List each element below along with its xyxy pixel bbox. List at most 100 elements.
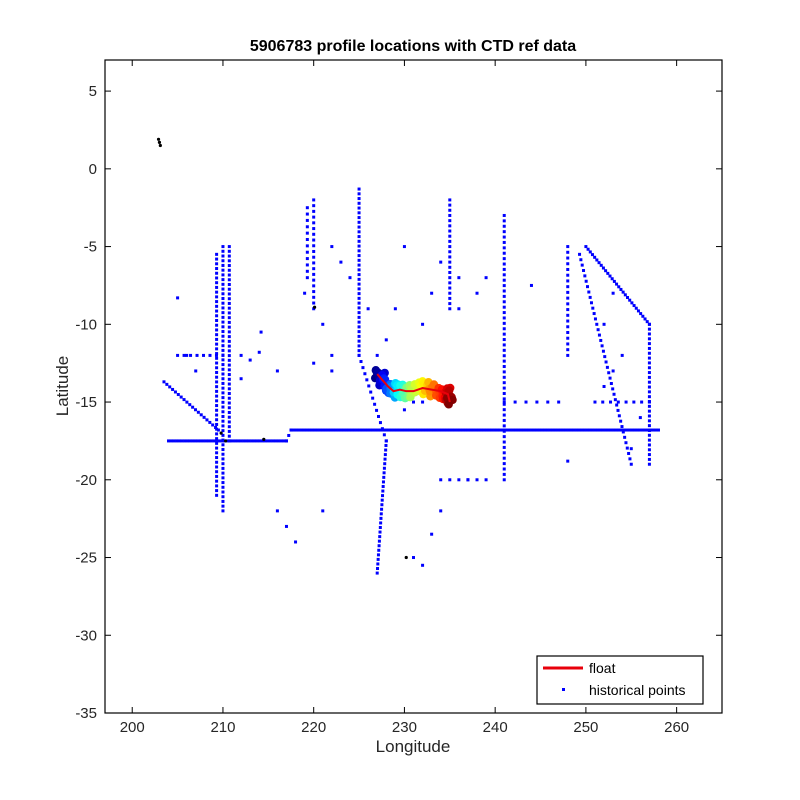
historical-point [227, 320, 231, 324]
historical-point [366, 307, 370, 311]
historical-point [402, 408, 406, 412]
historical-point [611, 291, 615, 295]
historical-point [612, 428, 616, 432]
historical-point [613, 398, 617, 402]
historical-point [615, 403, 619, 407]
historical-point [221, 438, 225, 442]
historical-point [490, 428, 494, 432]
historical-point [384, 443, 388, 447]
black-marker-point [404, 555, 408, 560]
historical-point [477, 428, 481, 432]
historical-point [189, 353, 193, 357]
historical-point [383, 457, 387, 461]
historical-point [448, 198, 452, 202]
historical-point [448, 208, 452, 212]
historical-point [212, 439, 216, 443]
historical-point [502, 267, 506, 271]
historical-point [215, 318, 219, 322]
historical-point [193, 408, 197, 412]
historical-point [227, 301, 231, 305]
historical-point [227, 396, 231, 400]
historical-point [215, 404, 219, 408]
historical-point [584, 245, 588, 249]
historical-point [167, 439, 171, 443]
historical-point [361, 366, 365, 370]
historical-point [312, 204, 316, 208]
historical-point [395, 428, 399, 432]
historical-point [357, 311, 361, 315]
historical-point [429, 428, 433, 432]
historical-point [647, 346, 651, 350]
historical-point [221, 433, 225, 437]
historical-point [546, 400, 550, 404]
historical-point [448, 260, 452, 264]
historical-point [227, 410, 231, 414]
historical-point [227, 377, 231, 381]
historical-point [580, 263, 584, 267]
historical-point [638, 416, 642, 420]
historical-point [378, 421, 382, 425]
historical-point [647, 395, 651, 399]
historical-point [647, 342, 651, 346]
historical-point [485, 428, 489, 432]
historical-point [215, 399, 219, 403]
historical-point [502, 289, 506, 293]
historical-point [358, 428, 362, 432]
historical-point [357, 315, 361, 319]
historical-point [357, 197, 361, 201]
historical-point [375, 571, 379, 575]
plot-frame [104, 59, 723, 714]
historical-point [339, 260, 343, 264]
historical-point [639, 312, 643, 316]
historical-point [305, 218, 309, 222]
historical-point [312, 238, 316, 242]
historical-point [208, 353, 212, 357]
historical-point [357, 287, 361, 291]
historical-point [502, 316, 506, 320]
historical-point [215, 408, 219, 412]
historical-point [215, 314, 219, 318]
historical-point [221, 452, 225, 456]
legend-historical-label: historical points [589, 682, 686, 698]
historical-point [357, 216, 361, 220]
historical-point [227, 363, 231, 367]
historical-point [519, 428, 523, 432]
historical-point [347, 428, 351, 432]
historical-point [376, 553, 380, 557]
historical-point [312, 284, 316, 288]
historical-point [239, 377, 243, 381]
historical-point [623, 435, 627, 439]
historical-point [457, 276, 461, 280]
historical-point [628, 298, 632, 302]
historical-point [502, 338, 506, 342]
y-tick-label: -15 [75, 394, 97, 411]
historical-point [221, 462, 225, 466]
historical-point [382, 475, 386, 479]
historical-point [381, 484, 385, 488]
historical-point [357, 292, 361, 296]
historical-point [387, 428, 391, 432]
historical-point [647, 462, 651, 466]
historical-point [564, 428, 568, 432]
black-marker-point [156, 137, 161, 141]
historical-point [502, 251, 506, 255]
historical-point [627, 451, 631, 455]
historical-point [630, 428, 634, 432]
historical-point [321, 322, 325, 326]
historical-point [416, 428, 420, 432]
historical-point [305, 225, 309, 229]
historical-point [312, 361, 316, 365]
historical-point [172, 439, 176, 443]
historical-point [357, 258, 361, 262]
historical-point [312, 209, 316, 213]
historical-point [604, 428, 608, 432]
historical-point [627, 428, 631, 432]
historical-point [511, 428, 515, 432]
historical-point [185, 400, 189, 404]
historical-point [601, 266, 605, 270]
historical-point [421, 428, 425, 432]
historical-point [227, 382, 231, 386]
legend-float-label: float [589, 660, 616, 676]
historical-point [608, 274, 612, 278]
historical-point [348, 276, 352, 280]
